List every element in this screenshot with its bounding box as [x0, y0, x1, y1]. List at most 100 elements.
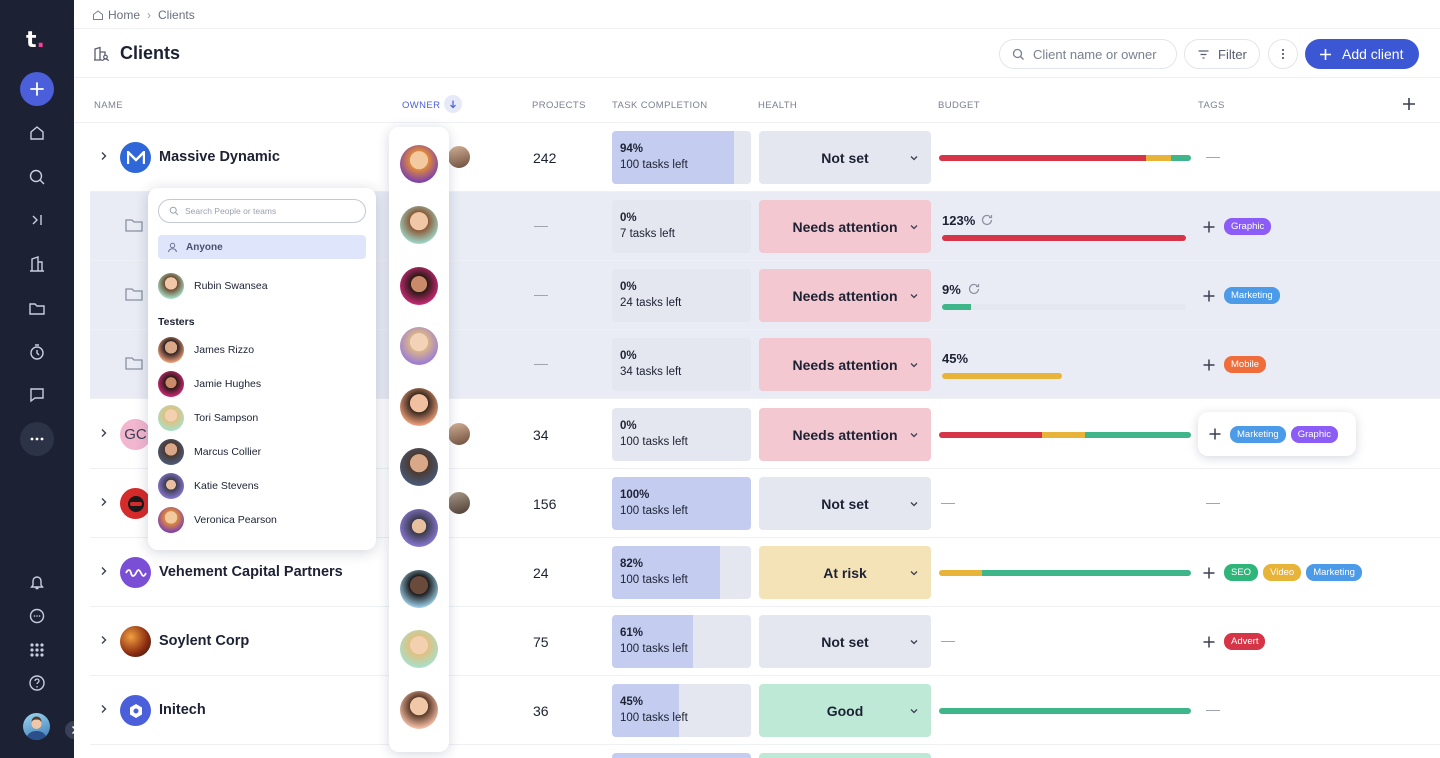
owner-avatar[interactable]: [400, 206, 438, 244]
search-icon[interactable]: [25, 165, 49, 189]
filter-button[interactable]: Filter: [1184, 39, 1260, 69]
user-avatar[interactable]: [23, 713, 50, 740]
person-option[interactable]: Tori Sampson: [158, 404, 258, 432]
help-icon[interactable]: [25, 671, 49, 695]
tag[interactable]: Marketing: [1224, 287, 1280, 304]
people-search-input[interactable]: Search People or teams: [158, 199, 366, 223]
add-tag-icon[interactable]: [1202, 635, 1216, 649]
owner-avatar[interactable]: [446, 421, 472, 447]
header-budget[interactable]: BUDGET: [938, 100, 980, 111]
owner-avatar[interactable]: [446, 490, 472, 516]
person-option[interactable]: Jamie Hughes: [158, 370, 261, 398]
anyone-option[interactable]: Anyone: [158, 235, 366, 259]
tag[interactable]: SEO: [1224, 564, 1259, 581]
add-tag-icon[interactable]: [1208, 427, 1222, 441]
tag[interactable]: Marketing: [1230, 425, 1286, 443]
refresh-icon[interactable]: [980, 213, 994, 227]
header-name[interactable]: NAME: [94, 100, 124, 111]
health-select[interactable]: Not set: [759, 615, 931, 668]
table-row[interactable]: Soylent Corp 75 61% 100 tasks left Not s…: [90, 607, 1440, 676]
add-column-icon[interactable]: [1400, 95, 1418, 113]
health-select[interactable]: Needs attention: [759, 200, 931, 253]
owner-avatar[interactable]: [400, 327, 438, 365]
more-icon[interactable]: [20, 422, 54, 456]
table-row[interactable]: GC 34 0% 100 tasks left Needs attention …: [90, 400, 1440, 469]
bell-icon[interactable]: [25, 570, 49, 594]
owner-avatar[interactable]: [400, 570, 438, 608]
health-select[interactable]: Not set: [759, 477, 931, 530]
home-icon[interactable]: [25, 121, 49, 145]
chat-icon[interactable]: [25, 604, 49, 628]
owner-avatar[interactable]: [400, 267, 438, 305]
header-task-completion[interactable]: TASK COMPLETION: [612, 100, 708, 111]
feedback-icon[interactable]: [25, 383, 49, 407]
health-select[interactable]: Not set: [759, 131, 931, 184]
add-tag-icon[interactable]: [1202, 220, 1216, 234]
create-new-button[interactable]: [20, 72, 54, 106]
refresh-icon[interactable]: [967, 282, 981, 296]
owner-avatar[interactable]: [400, 448, 438, 486]
kebab-icon: [1281, 48, 1285, 60]
expand-row-icon[interactable]: [98, 703, 110, 715]
owner-avatar[interactable]: [400, 630, 438, 668]
budget-bar: [939, 708, 1191, 714]
add-client-button[interactable]: Add client: [1305, 39, 1419, 69]
health-select[interactable]: Good: [759, 684, 931, 737]
expand-row-icon[interactable]: [98, 150, 110, 162]
table-row[interactable]: Massive Dynamic 242 94% 100 tasks left N…: [90, 123, 1440, 192]
sort-descending-icon[interactable]: [444, 95, 462, 113]
building-icon[interactable]: [25, 252, 49, 276]
owner-avatar[interactable]: [400, 145, 438, 183]
client-name[interactable]: Soylent Corp: [159, 633, 250, 649]
home-icon: [93, 10, 103, 20]
table-row[interactable]: Vehement Capital Partners 24 82% 100 tas…: [90, 538, 1440, 607]
owner-avatar[interactable]: [400, 691, 438, 729]
client-name[interactable]: Vehement Capital Partners: [159, 564, 343, 580]
owner-avatar[interactable]: [400, 509, 438, 547]
apps-grid-icon[interactable]: [25, 638, 49, 662]
more-options-button[interactable]: [1268, 39, 1298, 69]
add-tag-icon[interactable]: [1202, 358, 1216, 372]
health-select[interactable]: [759, 753, 931, 758]
table-row[interactable]: Initech 36 45% 100 tasks left Good —: [90, 676, 1440, 745]
expand-row-icon[interactable]: [98, 427, 110, 439]
person-option[interactable]: Marcus Collier: [158, 438, 261, 466]
tags-cell-focused[interactable]: Marketing Graphic: [1198, 412, 1356, 456]
collapse-panel-icon[interactable]: [25, 208, 49, 232]
folder-icon[interactable]: [25, 296, 49, 320]
chevron-down-icon: [910, 294, 918, 299]
tag[interactable]: Mobile: [1224, 356, 1266, 373]
tag[interactable]: Advert: [1224, 633, 1266, 650]
timer-icon[interactable]: [25, 340, 49, 364]
expand-row-icon[interactable]: [98, 496, 110, 508]
client-search-input[interactable]: Client name or owner: [999, 39, 1177, 69]
header-tags[interactable]: TAGS: [1198, 100, 1225, 111]
client-name[interactable]: Massive Dynamic: [159, 149, 280, 165]
person-option[interactable]: James Rizzo: [158, 336, 254, 364]
expand-row-icon[interactable]: [98, 634, 110, 646]
header-projects[interactable]: PROJECTS: [532, 100, 586, 111]
health-select[interactable]: Needs attention: [759, 338, 931, 391]
header-health[interactable]: HEALTH: [758, 100, 798, 111]
breadcrumb-home[interactable]: Home: [108, 8, 141, 22]
tag[interactable]: Marketing: [1306, 564, 1362, 581]
person-option[interactable]: Katie Stevens: [158, 472, 259, 500]
tag[interactable]: Video: [1263, 564, 1302, 581]
health-select[interactable]: Needs attention: [759, 269, 931, 322]
person-option[interactable]: Rubin Swansea: [158, 272, 268, 300]
owner-avatar[interactable]: [446, 144, 472, 170]
tag[interactable]: Graphic: [1290, 425, 1338, 443]
health-select[interactable]: Needs attention: [759, 408, 931, 461]
header-owner[interactable]: OWNER: [402, 100, 441, 111]
client-name[interactable]: Initech: [159, 702, 206, 718]
add-tag-icon[interactable]: [1202, 566, 1216, 580]
person-option[interactable]: Veronica Pearson: [158, 506, 277, 534]
tag[interactable]: Graphic: [1224, 218, 1272, 235]
owner-avatar[interactable]: [400, 388, 438, 426]
table-row[interactable]: 156 100% 100 tasks left Not set — —: [90, 469, 1440, 538]
chevron-down-icon: [910, 225, 918, 230]
health-select[interactable]: At risk: [759, 546, 931, 599]
add-tag-icon[interactable]: [1202, 289, 1216, 303]
app-logo[interactable]: t.: [26, 28, 45, 53]
expand-row-icon[interactable]: [98, 565, 110, 577]
